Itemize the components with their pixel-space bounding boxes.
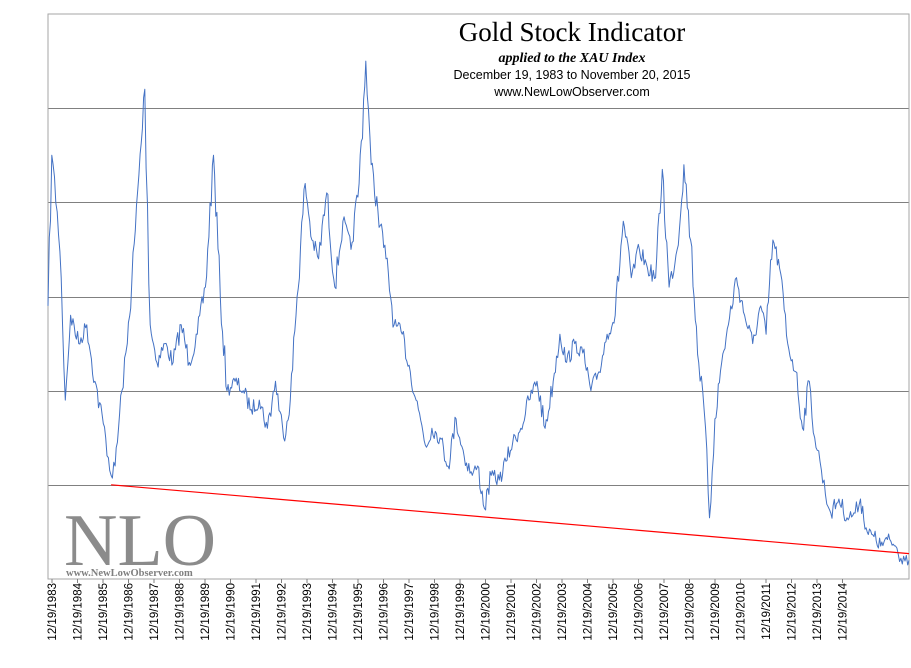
x-tick-label-6: 12/19/1989 bbox=[200, 583, 212, 641]
x-tick-label-14: 12/19/1997 bbox=[404, 583, 416, 641]
x-tick-label-9: 12/19/1992 bbox=[277, 583, 289, 641]
x-tick-label-18: 12/19/2001 bbox=[506, 583, 518, 641]
chart-date-range: December 19, 1983 to November 20, 2015 bbox=[454, 68, 691, 82]
x-tick-label-11: 12/19/1994 bbox=[328, 582, 340, 640]
x-tick-label-10: 12/19/1993 bbox=[302, 583, 314, 641]
chart-title: Gold Stock Indicator bbox=[459, 17, 685, 47]
x-tick-label-21: 12/19/2004 bbox=[583, 582, 595, 640]
x-tick-label-30: 12/19/2013 bbox=[812, 583, 824, 641]
grid-layer bbox=[48, 108, 909, 486]
series-layer bbox=[47, 60, 910, 566]
x-tick-label-16: 12/19/1999 bbox=[455, 583, 467, 641]
series-gold-stock-indicator bbox=[47, 60, 910, 566]
x-tick-label-17: 12/19/2000 bbox=[481, 583, 493, 641]
x-tick-label-8: 12/19/1991 bbox=[251, 583, 263, 641]
x-tick-label-4: 12/19/1987 bbox=[149, 583, 161, 641]
x-tick-label-23: 12/19/2006 bbox=[634, 583, 646, 641]
watermark-url: www.NewLowObserver.com bbox=[66, 568, 193, 579]
x-tick-label-3: 12/19/1986 bbox=[124, 583, 136, 641]
x-tick-label-15: 12/19/1998 bbox=[430, 583, 442, 641]
x-tick-label-28: 12/19/2011 bbox=[761, 583, 773, 640]
x-tick-label-19: 12/19/2002 bbox=[532, 583, 544, 641]
tick-layer: 12/19/1983 12/19/1984 12/19/1985 12/19/1986… bbox=[47, 579, 850, 641]
x-tick-label-5: 12/19/1988 bbox=[175, 583, 187, 641]
x-tick-label-27: 12/19/2010 bbox=[736, 583, 748, 641]
x-tick-label-12: 12/19/1995 bbox=[353, 583, 365, 641]
x-tick-label-0: 12/19/1983 bbox=[47, 583, 59, 641]
x-tick-label-13: 12/19/1996 bbox=[379, 583, 391, 641]
x-tick-label-31: 12/19/2014 bbox=[838, 582, 850, 640]
x-tick-label-2: 12/19/1985 bbox=[98, 583, 110, 641]
x-tick-label-24: 12/19/2007 bbox=[659, 583, 671, 641]
series-trendline bbox=[111, 484, 910, 555]
x-tick-label-22: 12/19/2005 bbox=[608, 583, 620, 641]
x-tick-label-25: 12/19/2008 bbox=[685, 583, 697, 641]
chart-subtitle: applied to the XAU Index bbox=[498, 51, 645, 66]
x-tick-label-1: 12/19/1984 bbox=[73, 582, 85, 640]
x-tick-label-26: 12/19/2009 bbox=[710, 583, 722, 641]
watermark-logo: NLO bbox=[64, 500, 216, 582]
x-tick-label-20: 12/19/2003 bbox=[557, 583, 569, 641]
x-tick-label-7: 12/19/1990 bbox=[226, 583, 238, 641]
x-tick-label-29: 12/19/2012 bbox=[787, 583, 799, 641]
chart-source-url: www.NewLowObserver.com bbox=[493, 85, 650, 99]
